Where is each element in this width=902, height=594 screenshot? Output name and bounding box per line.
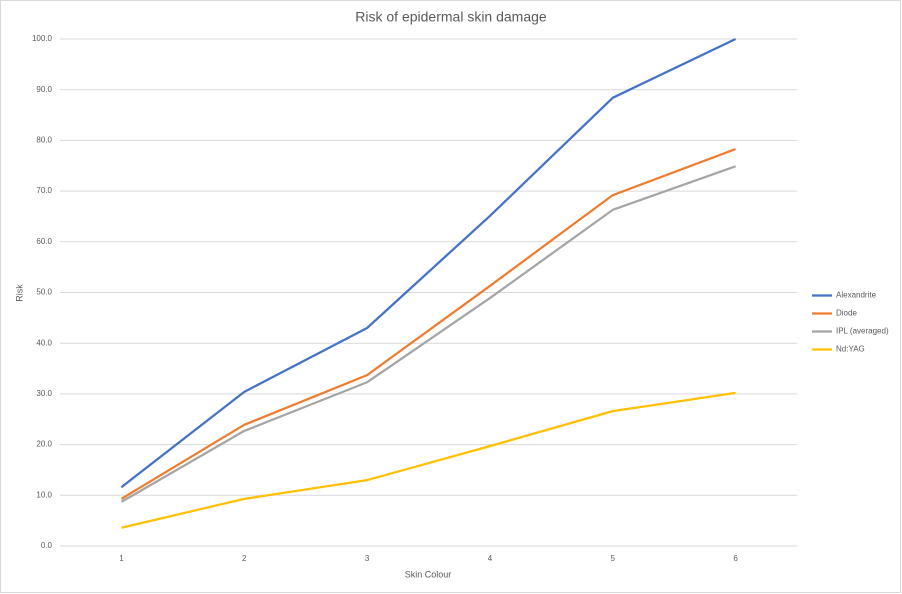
y-tick-label: 30.0 <box>36 389 52 398</box>
y-tick-label: 20.0 <box>36 440 52 449</box>
chart-title: Risk of epidermal skin damage <box>355 9 547 25</box>
x-tick-label: 3 <box>365 554 370 563</box>
y-tick-label: 40.0 <box>36 338 52 347</box>
y-tick-label: 60.0 <box>36 237 52 246</box>
x-tick-label: 1 <box>119 554 124 563</box>
y-tick-label: 80.0 <box>36 136 52 145</box>
y-tick-label: 90.0 <box>36 85 52 94</box>
series-line <box>121 391 736 529</box>
x-tick-label: 2 <box>242 554 247 563</box>
y-axis-title: Risk <box>14 284 24 302</box>
legend-label: IPL (averaged) <box>836 327 889 336</box>
series-line <box>120 147 736 500</box>
legend-label: Nd:YAG <box>836 345 865 354</box>
y-tick-label: 100.0 <box>32 34 53 43</box>
y-tick-label: 0.0 <box>41 541 53 550</box>
x-axis-title: Skin Colour <box>405 569 452 579</box>
legend-label: Diode <box>836 309 857 318</box>
y-tick-label: 10.0 <box>36 490 52 499</box>
series-line <box>120 165 736 503</box>
x-tick-label: 6 <box>733 554 738 563</box>
legend-label: Alexandrite <box>836 291 877 300</box>
y-tick-label: 50.0 <box>36 288 52 297</box>
series-line <box>120 37 737 489</box>
x-tick-label: 4 <box>488 554 493 563</box>
y-tick-label: 70.0 <box>36 186 52 195</box>
x-tick-label: 5 <box>611 554 616 563</box>
